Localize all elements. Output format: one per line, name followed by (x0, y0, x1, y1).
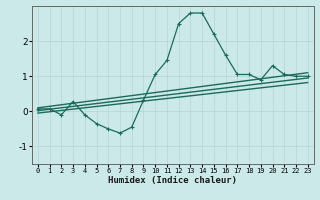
X-axis label: Humidex (Indice chaleur): Humidex (Indice chaleur) (108, 176, 237, 185)
